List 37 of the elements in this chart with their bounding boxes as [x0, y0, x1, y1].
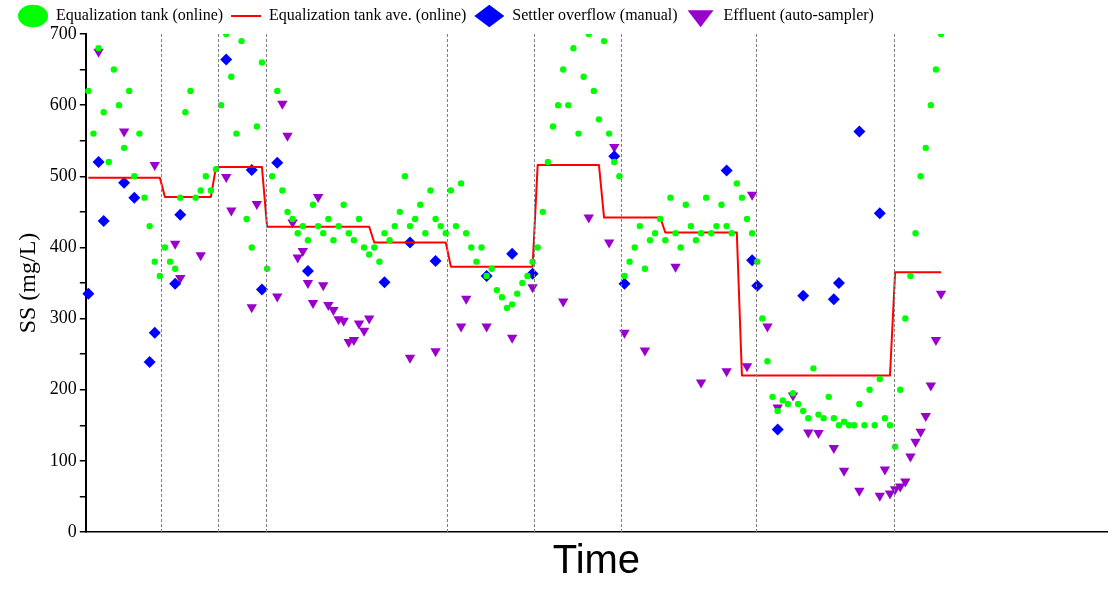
point	[174, 208, 187, 221]
legend-label: Equalization tank (online)	[56, 6, 224, 25]
point	[853, 125, 866, 138]
x-axis-title: Time	[552, 537, 641, 582]
point	[92, 156, 105, 169]
y-tick-label: 600	[49, 93, 77, 114]
y-axis-title: SS (mg/L)	[13, 232, 40, 334]
point	[301, 264, 314, 277]
y-tick-label: 500	[49, 165, 77, 186]
point	[220, 53, 233, 66]
point	[118, 176, 131, 189]
point	[148, 326, 161, 339]
point	[429, 254, 442, 267]
point	[797, 289, 810, 302]
point	[827, 293, 840, 306]
y-tick-label: 400	[49, 236, 77, 257]
legend-label: Settler overflow (manual)	[512, 6, 678, 25]
point	[378, 276, 391, 289]
point	[255, 283, 268, 296]
point	[128, 191, 141, 204]
point	[720, 164, 733, 177]
y-tick-label: 200	[49, 378, 77, 399]
point	[271, 156, 284, 169]
y-tick-label: 100	[49, 449, 77, 470]
y-tick-label: 300	[49, 307, 77, 328]
point	[143, 355, 156, 368]
point	[506, 247, 519, 260]
point	[832, 277, 845, 289]
point	[873, 207, 886, 220]
point	[97, 215, 110, 228]
legend-label: Effluent (auto-sampler)	[723, 6, 874, 25]
point	[82, 287, 95, 300]
y-tick-label: 0	[67, 520, 77, 541]
point	[751, 279, 764, 292]
point	[771, 423, 784, 436]
legend-label: Equalization tank ave. (online)	[269, 6, 467, 25]
point	[169, 277, 182, 290]
